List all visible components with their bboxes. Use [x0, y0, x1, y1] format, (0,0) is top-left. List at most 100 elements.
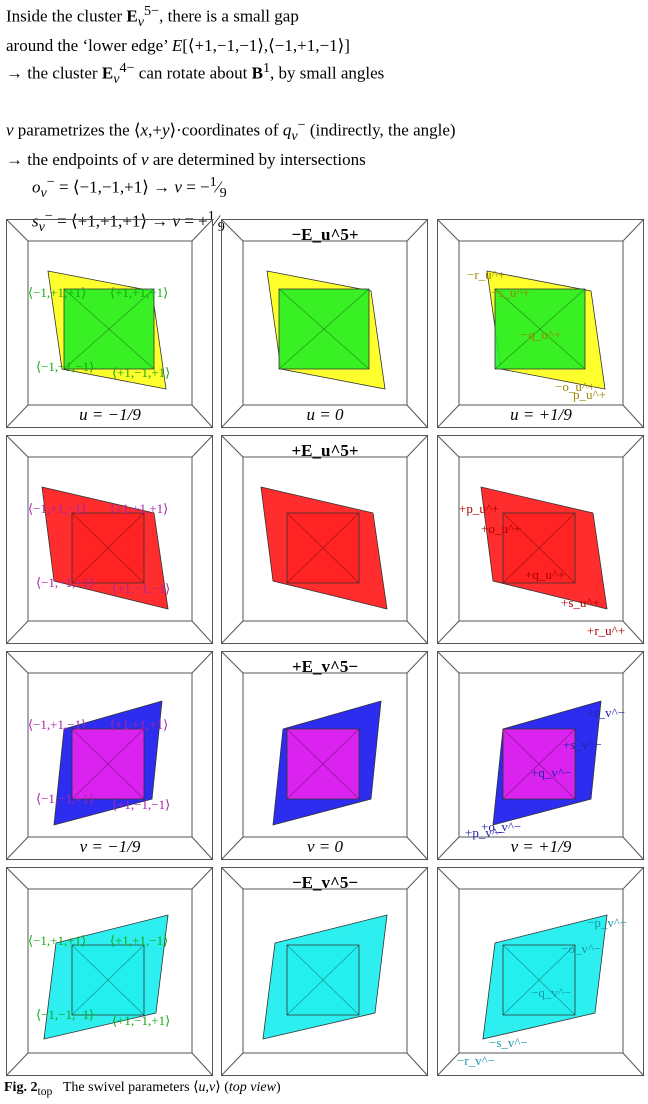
vertex-label: +r_v^− [587, 705, 626, 720]
outer-frame [221, 867, 428, 1076]
panel-drawing [221, 867, 429, 1077]
diagonal-line [71, 512, 145, 584]
frame-corner-edge [437, 651, 460, 674]
inner-frame [458, 888, 624, 1054]
diagonal-line [494, 288, 586, 370]
vertex-label: +p_v^− [465, 825, 506, 840]
frame-corner-edge [406, 1052, 429, 1077]
frame-corner-edge [221, 404, 244, 429]
frame-corner-edge [6, 651, 29, 674]
inner-square [286, 728, 360, 800]
frame-corner-edge [406, 219, 429, 242]
diagonal-line [63, 288, 155, 370]
frame-corner-edge [6, 219, 29, 242]
diagonal-line [286, 944, 360, 1016]
diagonal-line [286, 944, 360, 1016]
panel-drawing [437, 867, 645, 1077]
intro-line-6: ov− = ⟨−1,−1,+1⟩ → v = −1⁄9 [32, 174, 227, 202]
vertex-label: ⟨−1,−1,+1⟩ [36, 575, 95, 590]
vertex-label: ⟨−1,+1,−1⟩ [28, 501, 87, 516]
outer-frame [221, 651, 428, 860]
diagonal-line [71, 944, 145, 1016]
caption-figno: Fig. 2top [4, 1080, 53, 1098]
frame-corner-edge [437, 836, 460, 861]
frame-corner-edge [622, 867, 645, 890]
frame-corner-edge [622, 651, 645, 674]
inner-square [494, 288, 586, 370]
inner-square [502, 728, 576, 800]
frame-corner-edge [622, 404, 645, 429]
panel-r3-c2: +E_v^5− v = 0 [221, 651, 429, 861]
frame-corner-edge [221, 620, 244, 645]
frame-corner-edge [221, 435, 244, 458]
inner-square [502, 944, 576, 1016]
outer-frame [221, 435, 428, 644]
inner-square [71, 944, 145, 1016]
panel-r2-c2: +E_u^5+ [221, 435, 429, 645]
inner-frame [27, 672, 193, 838]
vertex-label: +o_v^− [481, 819, 522, 834]
inner-frame [27, 240, 193, 406]
inner-square [286, 512, 360, 584]
panel-r1-c3: u = +1/9 −r_u^+ −s_u^+ −q_u^+ −o_u^+ p_u^+ [437, 219, 645, 429]
intro-line-3: → the cluster Ev4− can rotate about B1, … [6, 60, 385, 88]
frame-corner-edge [6, 435, 29, 458]
inner-square [278, 288, 370, 370]
vertex-label: +q_u^+ [525, 567, 566, 582]
inner-frame [458, 672, 624, 838]
vertex-label: +s_v^− [563, 737, 602, 752]
panel-drawing [6, 651, 214, 861]
diagonal-line [286, 728, 360, 800]
param-label: v = +1/9 [510, 837, 572, 856]
frame-corner-edge [191, 651, 214, 674]
param-label: v = 0 [306, 837, 344, 856]
panel-drawing [6, 219, 214, 429]
inner-frame [458, 240, 624, 406]
intro-line-2: around the ‘lower edge’ E[⟨+1,−1,−1⟩,⟨−1… [6, 36, 350, 56]
inner-frame [458, 456, 624, 622]
diagonal-line [502, 512, 576, 584]
panel-drawing [437, 219, 645, 429]
inner-square [286, 944, 360, 1016]
frame-corner-edge [221, 867, 244, 890]
panel-r2-c3: +p_u^+ +o_u^+ +q_u^+ +s_u^+ +r_u^+ [437, 435, 645, 645]
param-label: v = −1/9 [79, 837, 141, 856]
vertex-label: ⟨+1,−1,−1⟩ [112, 797, 171, 812]
intro-line-4: v parametrizes the ⟨x,+y⟩·coordinates of… [6, 117, 456, 145]
vertex-label: +p_u^+ [459, 501, 500, 516]
inner-square [502, 512, 576, 584]
outer-frame [437, 219, 644, 428]
frame-corner-edge [191, 1052, 214, 1077]
panel-r1-c1: u = −1/9 ⟨−1,+1,+1⟩ ⟨+1,+1,−1⟩ ⟨−1,−1,−1⟩ ⟨+… [6, 219, 214, 429]
panel-drawing [437, 651, 645, 861]
frame-corner-edge [6, 867, 29, 890]
frame-corner-edge [437, 1052, 460, 1077]
diagonal-line [71, 728, 145, 800]
outer-frame [437, 651, 644, 860]
panel-drawing [221, 219, 429, 429]
panel-drawing [221, 651, 429, 861]
intro-text: Inside the cluster Ev5−, there is a smal… [6, 0, 642, 239]
figure-caption: Fig. 2top The swivel parameters ⟨u,v⟩ (t… [4, 1079, 281, 1098]
vertex-label: ⟨−1,+1,−1⟩ [28, 717, 87, 732]
frame-corner-edge [406, 867, 429, 890]
vertex-label: −s_v^− [489, 1035, 528, 1050]
panel-r4-c2: −E_v^5− [221, 867, 429, 1077]
outer-frame [221, 219, 428, 428]
panel-r2-c1: ⟨−1,+1,−1⟩ ⟨+1,+1,+1⟩ ⟨−1,−1,+1⟩ ⟨+1,−1,−1⟩ [6, 435, 214, 645]
frame-corner-edge [406, 404, 429, 429]
vertex-label: −o_v^− [561, 941, 602, 956]
panel-r4-c3: −p_v^− −o_v^− −q_v^− −s_v^− −r_v^− [437, 867, 645, 1077]
diagonal-line [286, 728, 360, 800]
vertex-label: +o_u^+ [481, 521, 522, 536]
frame-corner-edge [406, 836, 429, 861]
panel-drawing [6, 867, 214, 1077]
vertex-label: −q_v^− [531, 985, 572, 1000]
vertex-label: +r_u^+ [587, 623, 626, 638]
inner-frame [27, 456, 193, 622]
frame-corner-edge [221, 219, 244, 242]
outer-frame [6, 651, 213, 860]
inner-frame [242, 456, 408, 622]
diagonal-line [494, 288, 586, 370]
vertex-label: ⟨+1,−1,+1⟩ [112, 1013, 171, 1028]
